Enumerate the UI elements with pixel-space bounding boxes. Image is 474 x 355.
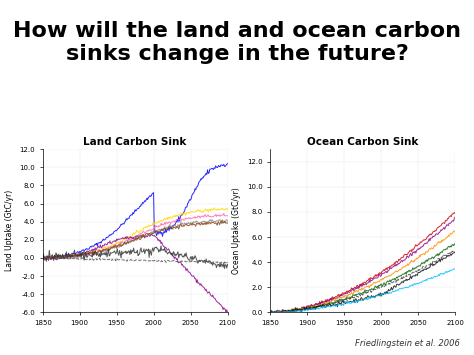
Y-axis label: Land Uptake (GtC/yr): Land Uptake (GtC/yr) bbox=[5, 190, 14, 271]
Y-axis label: Ocean Uptake (GtC/yr): Ocean Uptake (GtC/yr) bbox=[232, 187, 241, 274]
Text: How will the land and ocean carbon
sinks change in the future?: How will the land and ocean carbon sinks… bbox=[13, 21, 461, 65]
Text: Friedlingstein et al. 2006: Friedlingstein et al. 2006 bbox=[355, 339, 460, 348]
Title: Land Carbon Sink: Land Carbon Sink bbox=[83, 137, 187, 147]
Title: Ocean Carbon Sink: Ocean Carbon Sink bbox=[307, 137, 418, 147]
